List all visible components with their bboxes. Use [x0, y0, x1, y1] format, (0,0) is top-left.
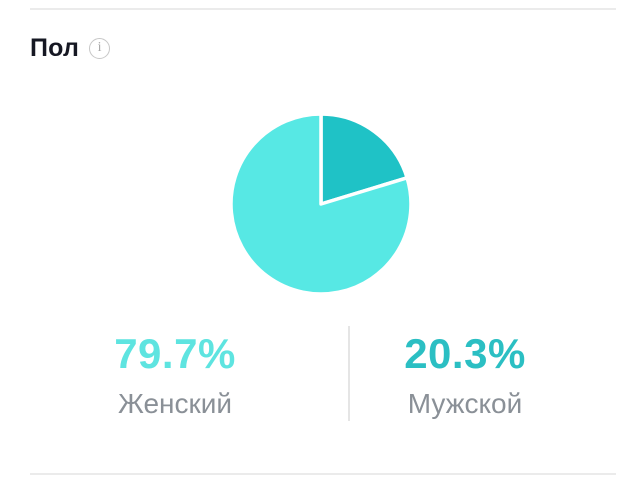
- male-percent: 20.3%: [404, 330, 526, 377]
- female-label: Женский: [117, 388, 233, 419]
- male-label: Мужской: [407, 388, 523, 419]
- female-percent: 79.7%: [114, 330, 236, 377]
- pie-slice-male: [319, 112, 409, 206]
- stats-row: 79.7% Женский 20.3% Мужской: [30, 326, 610, 421]
- pie-svg: [229, 112, 413, 296]
- stat-male: 20.3% Мужской: [320, 330, 610, 419]
- top-divider: [30, 8, 616, 10]
- stat-female: 79.7% Женский: [30, 330, 320, 419]
- stats-divider: [348, 326, 350, 421]
- card-header: Пол i: [30, 34, 111, 63]
- page-title: Пол: [30, 34, 80, 62]
- info-icon[interactable]: i: [89, 38, 111, 59]
- gender-pie-chart: [225, 108, 417, 300]
- bottom-divider: [30, 473, 616, 475]
- pie-slice-female: [229, 112, 413, 296]
